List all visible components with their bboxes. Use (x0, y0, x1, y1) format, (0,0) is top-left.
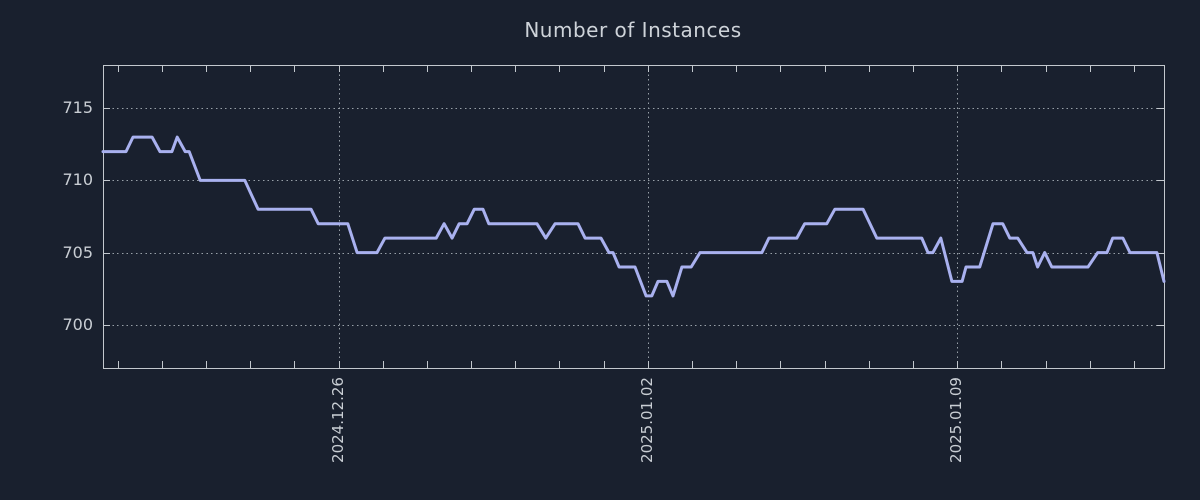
x-axis-tick-label: 2024.12.26 (328, 377, 347, 463)
y-axis-tick-label: 700 (62, 314, 93, 334)
plot-border (103, 65, 1165, 369)
y-axis-tick-label: 710 (62, 170, 93, 190)
y-axis-tick-label: 715 (62, 98, 93, 118)
series-line (101, 135, 1166, 298)
y-axis-tick-label: 705 (62, 242, 93, 262)
x-axis-tick-label: 2025.01.02 (637, 377, 656, 463)
x-axis-tick-label: 2025.01.09 (947, 377, 966, 463)
chart-title: Number of Instances (524, 18, 742, 42)
